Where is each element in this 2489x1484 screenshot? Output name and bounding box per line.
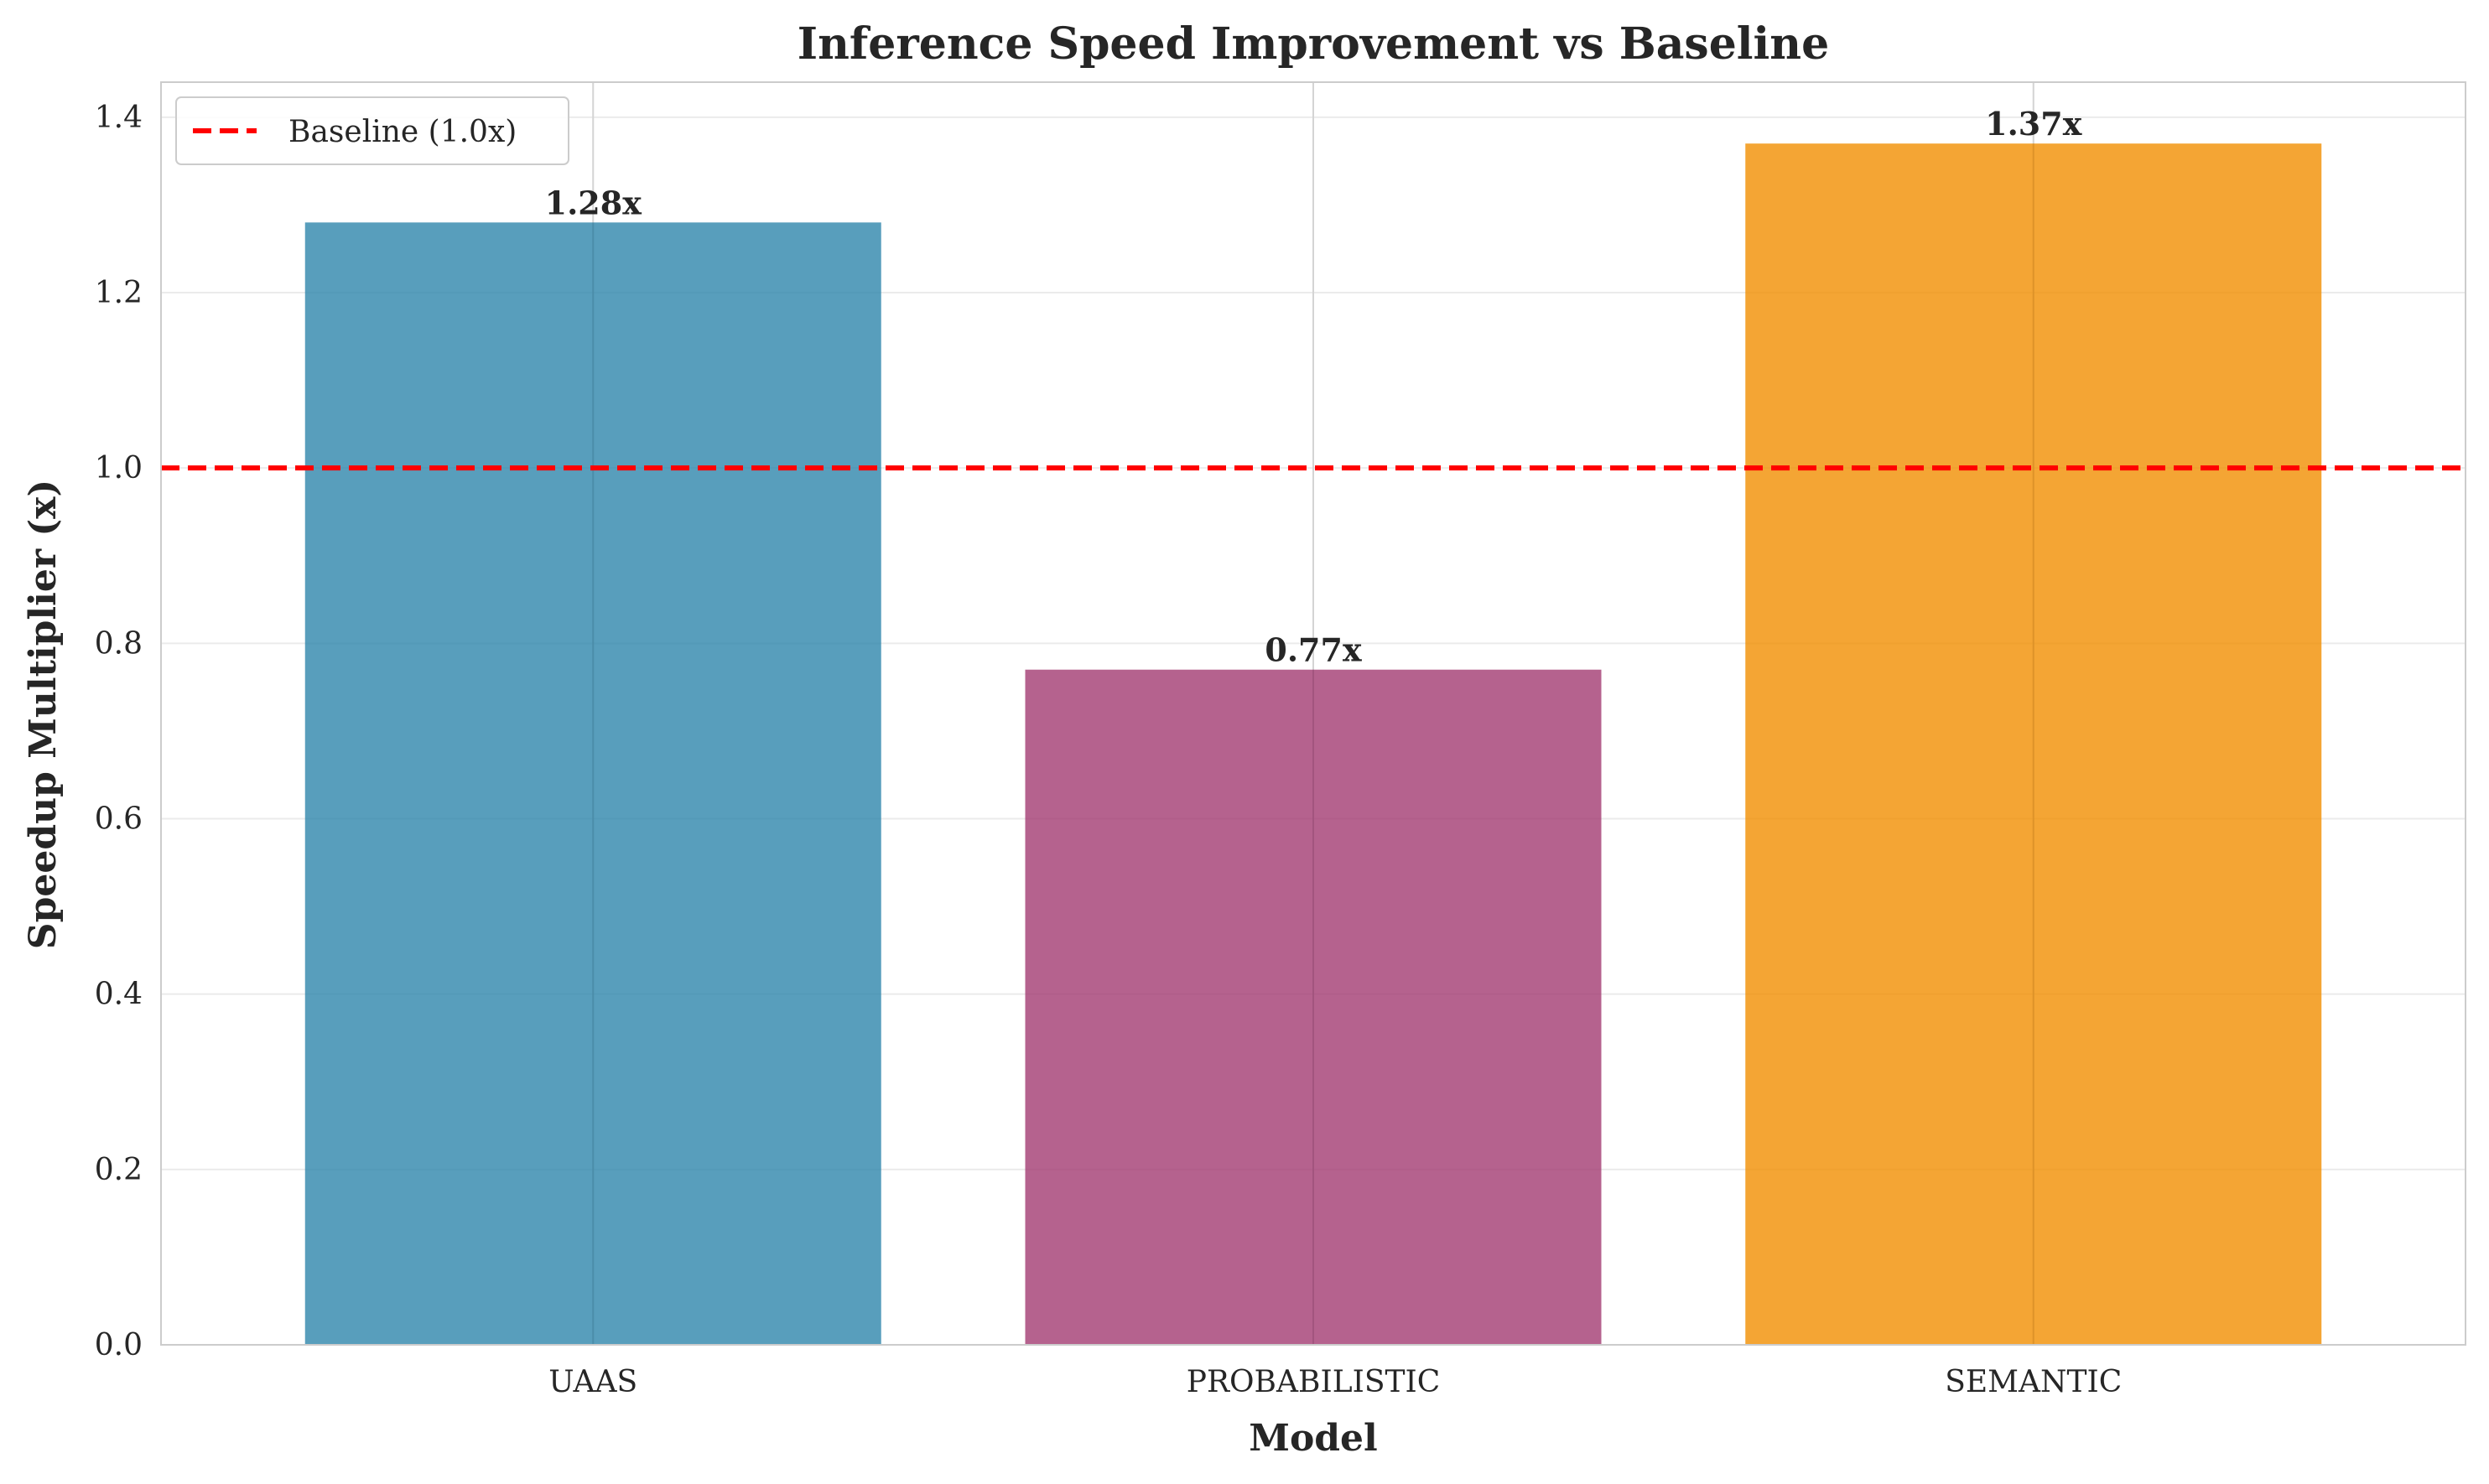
bar-probabilistic [1025,669,1602,1345]
plot-frame [160,81,2466,1346]
y-tick-label: 1.0 [95,451,143,485]
y-tick-label: 1.2 [95,276,143,310]
y-tick-label: 1.4 [95,101,143,135]
legend-baseline-label: Baseline (1.0x) [288,115,517,149]
data-label-uaas: 1.28x [545,184,642,221]
x-axis-label: Model [1249,1417,1378,1460]
y-tick-label: 0.0 [95,1328,143,1362]
y-tick-label: 0.2 [95,1153,143,1187]
x-tick-label-probabilistic: PROBABILISTIC [1187,1365,1441,1399]
y-tick-label: 0.6 [95,802,143,837]
x-tick-label-semantic: SEMANTIC [1945,1365,2122,1399]
bars [304,143,2322,1345]
x-tick-label-uaas: UAAS [548,1365,637,1399]
y-axis-ticks: 0.0 0.2 0.4 0.6 0.8 1.0 1.2 1.4 [95,101,143,1362]
y-tick-label: 0.4 [95,978,143,1012]
data-labels: 1.28x 0.77x 1.37x [545,105,2082,669]
data-label-semantic: 1.37x [1985,105,2082,143]
y-axis-label: Speedup Multiplier (x) [22,480,65,949]
legend-box [175,96,569,165]
legend: Baseline (1.0x) [175,96,569,165]
bar-semantic [1745,143,2322,1345]
bar-uaas [304,222,881,1345]
chart-title: Inference Speed Improvement vs Baseline [798,18,1829,70]
data-label-probabilistic: 0.77x [1265,631,1362,669]
y-tick-label: 0.8 [95,626,143,661]
x-axis-ticks: UAAS PROBABILISTIC SEMANTIC [548,1365,2122,1399]
